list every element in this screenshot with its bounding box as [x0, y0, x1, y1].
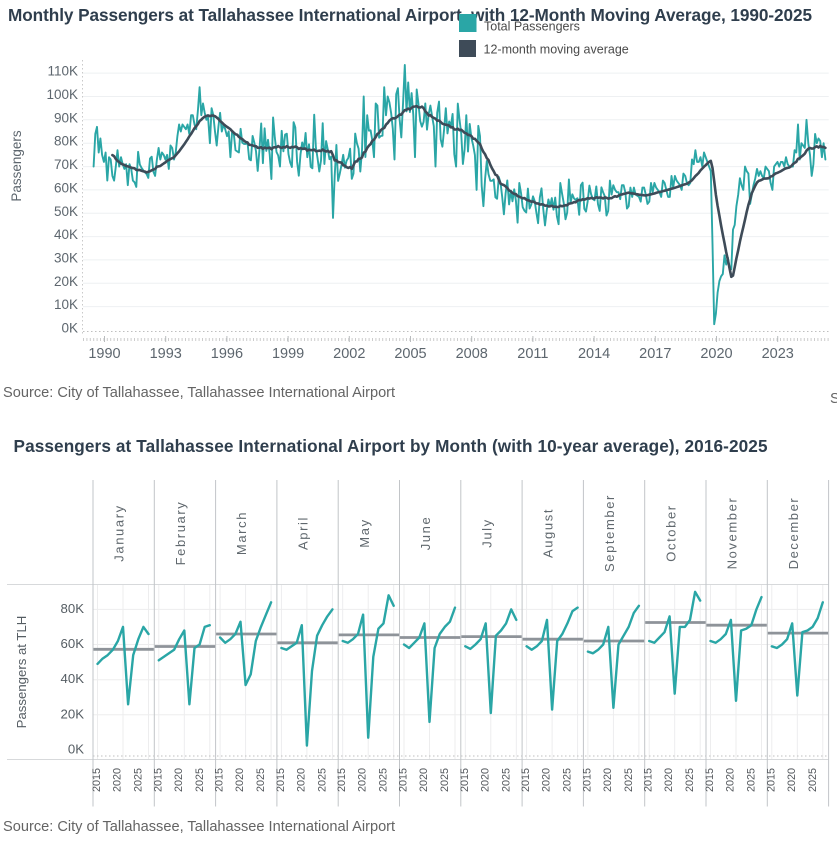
svg-text:2020: 2020 [418, 768, 430, 792]
svg-text:2020: 2020 [602, 768, 614, 792]
svg-text:2025: 2025 [255, 768, 267, 792]
svg-text:2020: 2020 [725, 768, 737, 792]
svg-text:Source: City of Tallahassee, T: Source: City of Tallahassee, Tallahassee… [3, 385, 395, 401]
svg-text:1990: 1990 [88, 346, 120, 362]
svg-text:2011: 2011 [517, 346, 548, 362]
svg-text:2025: 2025 [378, 768, 390, 792]
svg-text:Passengers: Passengers [9, 130, 24, 202]
svg-text:2015: 2015 [214, 768, 226, 792]
svg-text:70K: 70K [54, 157, 78, 172]
svg-text:20K: 20K [54, 274, 78, 289]
svg-text:April: April [296, 516, 311, 550]
svg-text:2005: 2005 [394, 346, 426, 362]
svg-text:1999: 1999 [272, 346, 304, 362]
svg-text:2025: 2025 [316, 768, 328, 792]
svg-text:20K: 20K [61, 706, 85, 721]
svg-text:0K: 0K [61, 321, 78, 336]
svg-text:November: November [725, 497, 740, 570]
svg-text:2017: 2017 [639, 346, 671, 362]
svg-text:2015: 2015 [765, 768, 777, 792]
svg-text:2015: 2015 [398, 768, 410, 792]
svg-text:90K: 90K [54, 110, 78, 125]
svg-text:2020: 2020 [663, 768, 675, 792]
svg-text:June: June [418, 516, 433, 551]
svg-text:Total Passengers: Total Passengers [484, 20, 580, 34]
svg-text:2015: 2015 [643, 768, 655, 792]
svg-text:60K: 60K [54, 180, 78, 195]
svg-text:2015: 2015 [152, 768, 164, 792]
svg-text:Passengers at TLH: Passengers at TLH [14, 616, 29, 729]
svg-text:Source: City of Tallahassee, T: Source: City of Tallahassee, Tallahassee… [3, 819, 395, 835]
svg-text:2025: 2025 [194, 768, 206, 792]
svg-text:2025: 2025 [439, 768, 451, 792]
svg-text:1993: 1993 [150, 346, 182, 362]
svg-text:2015: 2015 [704, 768, 716, 792]
svg-text:October: October [663, 504, 678, 561]
svg-text:2015: 2015 [336, 768, 348, 792]
svg-text:September: September [602, 494, 617, 572]
svg-text:So: So [830, 391, 837, 407]
svg-text:1996: 1996 [211, 346, 243, 362]
svg-text:30K: 30K [54, 250, 78, 265]
svg-text:60K: 60K [61, 636, 85, 651]
svg-text:December: December [786, 497, 801, 570]
svg-text:10K: 10K [54, 297, 78, 312]
svg-text:2023: 2023 [762, 346, 794, 362]
svg-text:2025: 2025 [623, 768, 635, 792]
svg-text:40K: 40K [54, 227, 78, 242]
svg-text:12-month moving average: 12-month moving average [484, 43, 629, 57]
svg-text:Passengers at Tallahassee Inte: Passengers at Tallahassee International … [14, 436, 768, 456]
svg-text:2020: 2020 [357, 768, 369, 792]
svg-text:February: February [173, 501, 188, 566]
svg-text:May: May [357, 518, 372, 547]
svg-text:2015: 2015 [91, 768, 103, 792]
svg-text:2020: 2020 [541, 768, 553, 792]
svg-text:2025: 2025 [562, 768, 574, 792]
svg-text:40K: 40K [61, 671, 85, 686]
svg-text:2025: 2025 [807, 768, 819, 792]
svg-text:80K: 80K [54, 134, 78, 149]
svg-text:0K: 0K [68, 742, 84, 757]
svg-text:80K: 80K [61, 601, 85, 616]
svg-text:2002: 2002 [333, 346, 365, 362]
svg-text:2025: 2025 [746, 768, 758, 792]
svg-text:July: July [479, 518, 494, 548]
svg-text:2020: 2020 [700, 346, 732, 362]
svg-text:2020: 2020 [173, 768, 185, 792]
svg-text:2020: 2020 [295, 768, 307, 792]
svg-text:January: January [112, 504, 127, 561]
svg-text:Monthly Passengers at Tallahas: Monthly Passengers at Tallahassee Intern… [8, 5, 812, 25]
svg-text:110K: 110K [47, 64, 78, 79]
svg-text:2015: 2015 [581, 768, 593, 792]
svg-text:2015: 2015 [520, 768, 532, 792]
svg-text:2020: 2020 [786, 768, 798, 792]
svg-text:2020: 2020 [112, 768, 124, 792]
svg-text:March: March [234, 511, 249, 555]
svg-text:2025: 2025 [500, 768, 512, 792]
svg-text:2020: 2020 [234, 768, 246, 792]
svg-text:2015: 2015 [459, 768, 471, 792]
svg-text:2008: 2008 [456, 346, 488, 362]
svg-text:2014: 2014 [578, 346, 610, 362]
svg-text:50K: 50K [54, 204, 78, 219]
svg-text:100K: 100K [46, 87, 78, 102]
svg-text:August: August [541, 508, 556, 558]
svg-text:2025: 2025 [684, 768, 696, 792]
svg-text:2020: 2020 [479, 768, 491, 792]
svg-text:2025: 2025 [133, 768, 145, 792]
svg-text:2015: 2015 [275, 768, 287, 792]
